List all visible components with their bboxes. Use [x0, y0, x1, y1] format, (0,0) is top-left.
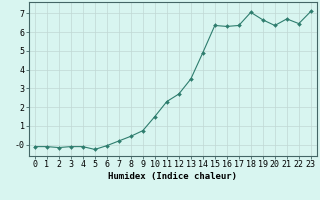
X-axis label: Humidex (Indice chaleur): Humidex (Indice chaleur) — [108, 172, 237, 181]
